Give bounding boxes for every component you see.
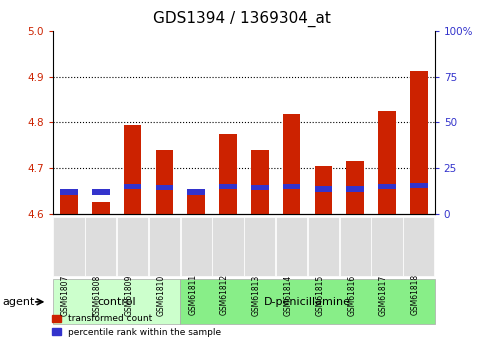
Text: GDS1394 / 1369304_at: GDS1394 / 1369304_at <box>153 10 330 27</box>
Bar <box>251 150 269 214</box>
Text: agent: agent <box>2 297 35 307</box>
Bar <box>346 186 364 191</box>
Text: GSM61813: GSM61813 <box>252 274 261 316</box>
Bar <box>314 166 332 214</box>
Text: GSM61809: GSM61809 <box>125 274 134 316</box>
Bar <box>410 183 427 188</box>
Text: GSM61808: GSM61808 <box>93 274 102 316</box>
Text: D-penicillamine: D-penicillamine <box>264 297 351 307</box>
Bar <box>410 71 427 214</box>
Bar <box>251 185 269 190</box>
Bar <box>283 114 300 214</box>
Bar <box>283 184 300 189</box>
Text: GSM61812: GSM61812 <box>220 274 229 315</box>
Bar <box>124 184 142 189</box>
Bar <box>219 184 237 189</box>
Bar <box>314 186 332 191</box>
Bar <box>156 150 173 214</box>
Bar <box>378 184 396 189</box>
Bar <box>187 192 205 214</box>
Bar <box>60 192 78 214</box>
Text: GSM61811: GSM61811 <box>188 274 197 315</box>
Text: GSM61818: GSM61818 <box>411 274 420 315</box>
Text: GSM61810: GSM61810 <box>156 274 165 316</box>
Bar <box>60 189 78 195</box>
Bar <box>124 125 142 214</box>
Text: GSM61816: GSM61816 <box>347 274 356 316</box>
Bar <box>156 185 173 190</box>
Text: GSM61815: GSM61815 <box>315 274 325 316</box>
Bar <box>219 134 237 214</box>
Text: GSM61807: GSM61807 <box>61 274 70 316</box>
Bar <box>346 161 364 214</box>
Bar <box>92 189 110 195</box>
Bar <box>378 111 396 214</box>
Text: control: control <box>98 297 136 307</box>
Bar <box>92 203 110 214</box>
Text: GSM61817: GSM61817 <box>379 274 388 316</box>
Legend: transformed count, percentile rank within the sample: transformed count, percentile rank withi… <box>48 311 225 341</box>
Bar <box>187 189 205 195</box>
Text: GSM61814: GSM61814 <box>284 274 293 316</box>
